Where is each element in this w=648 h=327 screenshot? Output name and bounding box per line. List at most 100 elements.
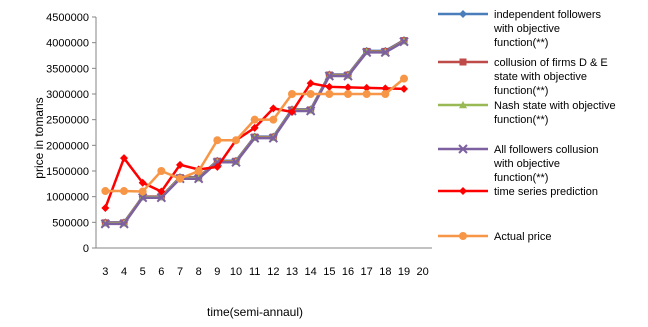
legend-label: function(**) [494,172,548,184]
data-point [157,167,166,175]
x-axis-title: time(semi-annaul) [207,305,303,319]
data-point [343,71,353,81]
data-point [362,90,371,98]
legend-label: independent followers [494,9,602,21]
data-point [269,115,278,124]
x-tick-label: 15 [323,266,335,278]
y-tick-label: 3000000 [46,89,89,101]
legend-label: All followers collusion [494,144,599,156]
data-point [194,167,203,175]
data-point [381,90,390,98]
legend-label: time series prediction [494,186,598,198]
x-tick-label: 16 [342,266,354,278]
data-point [232,136,240,145]
data-point [268,133,279,143]
legend-label: with objective [493,23,560,35]
x-tick-label: 7 [177,266,183,278]
data-point [399,36,409,47]
data-point [459,58,467,66]
series-group [101,74,408,196]
x-tick-label: 6 [158,266,164,278]
data-point [459,10,467,18]
y-tick-label: 1000000 [46,192,89,204]
data-point [459,101,467,109]
legend-label: collusion of firms D & E [494,57,608,69]
data-point [344,90,352,98]
x-tick-label: 3 [102,266,108,278]
legend-entry: time series prediction [438,186,598,198]
legend-entry: independent followers with objective funct… [438,9,602,49]
data-point [249,133,260,143]
legend-label: function(**) [494,37,548,49]
data-point [176,174,184,183]
data-point [400,84,408,93]
data-point [213,136,222,145]
x-tick-label: 8 [196,266,202,278]
data-point [459,232,467,240]
x-tick-label: 17 [361,266,373,278]
y-tick-labels: 0 500000 1000000 1500000 2000000 2500000 30000… [46,12,96,255]
legend-label: with objective [493,158,560,170]
legend-label: Actual price [494,231,551,243]
series-group [101,79,408,212]
legend-label: state with objective [494,71,587,83]
series-line [104,81,405,209]
data-point [250,123,259,132]
y-tick-label: 0 [83,243,89,255]
x-tick-label: 5 [140,266,146,278]
data-point [176,160,184,169]
series-layer [100,36,409,229]
y-tick-label: 2500000 [46,115,89,127]
y-tick-label: 4000000 [46,38,89,50]
axes [95,17,432,249]
data-point [381,84,390,93]
series-line [105,40,405,225]
legend-entry: collusion of firms D & E state with objec… [438,57,608,97]
data-point [156,192,167,203]
x-tick-label: 11 [249,266,260,278]
data-point [400,74,408,83]
data-point [100,219,111,229]
data-point [138,187,147,196]
data-point [250,115,259,124]
data-point [101,187,110,196]
legend-entry: Actual price [438,231,551,243]
x-tick-label: 10 [230,266,242,278]
x-tick-label: 14 [305,266,317,278]
y-tick-label: 3500000 [46,63,89,75]
legend: independent followers with objective funct… [438,9,616,243]
data-point [157,187,166,196]
data-point [361,47,372,58]
x-tick-label: 12 [267,266,279,278]
y-tick-label: 1500000 [46,166,89,178]
data-point [458,144,468,154]
data-point [459,187,467,195]
data-point [120,154,128,163]
data-point [137,192,148,203]
data-point [231,157,241,167]
x-tick-label: 19 [398,266,410,278]
data-point [138,178,147,187]
y-axis-title: price in tomans [32,97,46,178]
data-point [325,90,334,98]
x-tick-labels: 3 4 5 6 7 8 9 10 11 12 13 14 15 16 17 18 19 20 [102,266,429,278]
data-point [101,203,110,212]
data-point [344,83,352,92]
data-point [306,79,315,88]
data-point [119,219,129,229]
legend-label: function(**) [494,85,548,97]
x-tick-label: 20 [417,266,429,278]
data-point [362,83,371,92]
legend-label: function(**) [494,114,548,126]
x-tick-label: 13 [286,266,298,278]
y-tick-label: 500000 [52,217,89,229]
data-point [380,47,391,58]
x-tick-label: 4 [121,266,127,278]
data-point [325,82,334,91]
data-point [324,71,335,81]
data-point [305,106,316,116]
data-point [269,104,278,113]
y-tick-label: 2000000 [46,140,89,152]
legend-label: Nash state with objective [494,100,616,112]
